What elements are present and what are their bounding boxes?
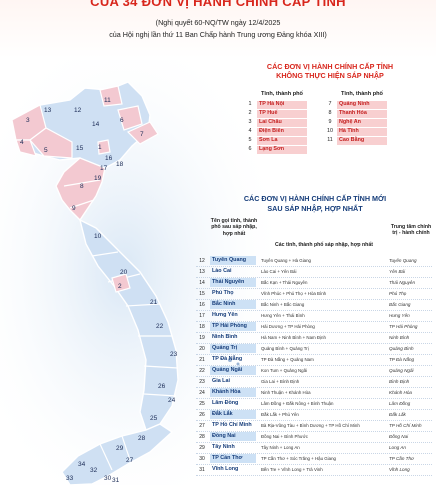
table-row: 20 Quảng Trị Quảng Bình + Quảng Trị Quảng B…	[196, 344, 432, 355]
map-label: 15	[76, 145, 84, 152]
map-label: 1	[98, 144, 102, 151]
map-label: 2	[118, 283, 122, 290]
map-label: 6	[120, 117, 124, 124]
table-row: 16 Bắc Ninh Bắc Ninh + Bắc Giang Bắc Giang	[196, 300, 432, 311]
table-row: 12 Tuyên Quang Tuyên Quang + Hà Giang Tuyên…	[196, 256, 432, 267]
table-row: 26 Đắk Lắk Đắk Lắk + Phú Yên Đắk Lắk	[196, 410, 432, 421]
vietnam-map: 3 13 12 11 14 6 4 5 15 1 16 7 17 18 19 8…	[0, 60, 275, 485]
map-label: 28	[138, 435, 146, 442]
table-row: 24 Khánh Hòa Ninh Thuận + Khánh Hòa Khánh H…	[196, 388, 432, 399]
table-row: 18 TP Hải Phòng Hải Dương + TP Hải Phòng TP…	[196, 322, 432, 333]
map-label: 11	[104, 97, 111, 104]
map-label: 8	[80, 183, 84, 190]
map-label: 14	[92, 121, 100, 128]
map-label: 26	[158, 383, 166, 390]
table-row: 14 Thái Nguyên Bắc Kạn + Thái Nguyên Thái N…	[196, 278, 432, 289]
col-header-capital: Trung tâm chính trị - hành chính	[390, 224, 432, 237]
map-label: 13	[44, 107, 52, 114]
map-label: 19	[94, 175, 102, 182]
map-lang-son	[117, 105, 143, 131]
map-label: 24	[168, 397, 176, 404]
table-row: 23 Gia Lai Gia Lai + Bình Định Bình Định	[196, 377, 432, 388]
map-label: 23	[170, 351, 178, 358]
table-row: 27 TP Hồ Chí Minh Bà Rịa-Vũng Tàu + Bình D…	[196, 421, 432, 432]
table-row: 30 TP Cần Thơ TP Cần Thơ + Sóc Trăng + Hậu…	[196, 454, 432, 465]
table-row: 13 Lào Cai Lào Cai + Yên Bái Yên Bái	[196, 267, 432, 278]
subtitle-line1: (Nghị quyết 60-NQ/TW ngày 12/4/2025	[155, 18, 281, 27]
map-label: 4	[20, 139, 24, 146]
map-quang-ninh	[126, 121, 159, 145]
map-label: 22	[156, 323, 164, 330]
map-ha-noi	[97, 139, 111, 155]
map-label: 21	[150, 299, 158, 306]
map-label: 29	[116, 445, 124, 452]
map-island	[236, 362, 240, 366]
table-row: 21 TP Đà Nẵng TP Đà Nẵng + Quảng Nam TP Đà …	[196, 355, 432, 366]
table-row: 31 Vĩnh Long Bến Tre + Vĩnh Long + Trà Vin…	[196, 465, 432, 476]
map-label: 32	[90, 467, 98, 474]
table-row: 17 Hưng Yên Hưng Yên + Thái Bình Hưng Yên	[196, 311, 432, 322]
table-row: 28 Đồng Nai Đồng Nai + Bình Phước Đồng Nai	[196, 432, 432, 443]
map-cao-bang	[99, 85, 123, 107]
map-label: 27	[126, 457, 134, 464]
map-label: 5	[44, 147, 48, 154]
map-label: 25	[150, 415, 158, 422]
table-row: 25 Lâm Đồng Lâm Đồng + Đắk Nông + Bình Thu…	[196, 399, 432, 410]
table-row: 19 Ninh Bình Hà Nam + Ninh Bình + Nam Định…	[196, 333, 432, 344]
map-son-la	[29, 127, 73, 159]
map-label: 3	[26, 117, 30, 124]
map-label: 7	[140, 131, 144, 138]
map-label: 9	[72, 205, 76, 212]
map-label: 33	[66, 475, 74, 482]
unmerged-title: CÁC ĐƠN VỊ HÀNH CHÍNH CẤP TỈNH KHÔNG THỰ…	[232, 62, 428, 80]
main-title: CỦA 34 ĐƠN VỊ HÀNH CHÍNH CẤP TỈNH	[90, 0, 346, 9]
map-label: 18	[116, 161, 124, 168]
unmerged-col-right: Tỉnh, thành phố	[341, 91, 383, 97]
map-label: 30	[104, 475, 112, 482]
map-dien-bien	[15, 139, 37, 157]
merged-title-line1: CÁC ĐƠN VỊ HÀNH CHÍNH CẤP TỈNH MỚI	[243, 194, 387, 203]
table-row: 29 Tây Ninh Tây Ninh + Long An Long An	[196, 443, 432, 454]
map-paracel-dots	[228, 358, 232, 362]
merged-title: CÁC ĐƠN VỊ HÀNH CHÍNH CẤP TỈNH MỚI SAU S…	[200, 194, 430, 214]
map-label: 17	[100, 165, 108, 172]
col-header-name: Tên gọi tỉnh, thành phố sau sáp nhập, hợ…	[210, 218, 258, 237]
table-row: 22 Quảng Ngãi Kon Tum + Quảng Ngãi Quảng Ng…	[196, 366, 432, 377]
merged-title-line2: SAU SÁP NHẬP, HỢP NHẤT	[267, 204, 363, 213]
map-hue	[111, 273, 131, 293]
map-label: 12	[74, 107, 82, 114]
map-label: 10	[94, 233, 102, 240]
unmerged-title-line1: CÁC ĐƠN VỊ HÀNH CHÍNH CẤP TỈNH	[266, 62, 394, 71]
col-header-merged: Các tỉnh, thành phố sáp nhập, hợp nhất	[275, 242, 373, 248]
unmerged-title-line2: KHÔNG THỰC HIỆN SÁP NHẬP	[276, 71, 384, 80]
subtitle-line2: của Hội nghị lần thứ 11 Ban Chấp hành Tr…	[109, 30, 327, 39]
map-label: 16	[105, 155, 113, 162]
map-label: 20	[120, 269, 128, 276]
map-label: 34	[78, 461, 86, 468]
unmerged-col-left: Tỉnh, thành phố	[261, 91, 303, 97]
table-row: 15 Phú Thọ Vĩnh Phúc + Phú Thọ + Hòa Bình P…	[196, 289, 432, 300]
map-label: 31	[112, 477, 120, 484]
